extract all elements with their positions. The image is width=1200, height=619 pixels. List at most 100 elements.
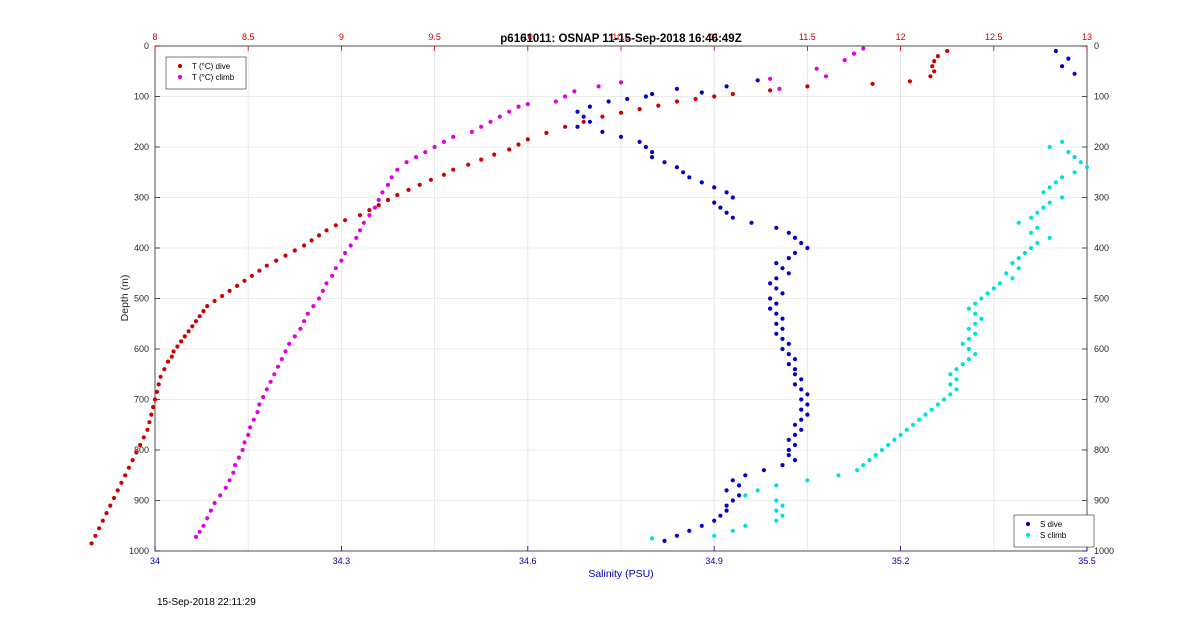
data-point bbox=[780, 463, 785, 468]
data-point bbox=[780, 503, 785, 508]
data-point bbox=[1066, 150, 1071, 155]
data-point bbox=[227, 478, 232, 483]
data-point bbox=[917, 417, 922, 422]
salinity-tick-label: 35.2 bbox=[892, 556, 910, 566]
data-point bbox=[234, 283, 240, 288]
data-point bbox=[1016, 266, 1021, 271]
legend-label: T (°C) climb bbox=[192, 73, 235, 82]
axis-ticks: 0 0 100 100 200 200 300 300 400 400 500 500 600 600 70… bbox=[129, 32, 1114, 566]
y-tick-label-left: 600 bbox=[134, 344, 149, 354]
data-point bbox=[451, 134, 456, 139]
data-point bbox=[693, 96, 698, 102]
data-point bbox=[130, 458, 135, 463]
data-point bbox=[553, 99, 558, 104]
legend-box bbox=[1013, 514, 1095, 548]
data-point bbox=[774, 508, 779, 513]
data-point bbox=[774, 286, 779, 291]
data-point bbox=[218, 493, 223, 498]
data-point bbox=[158, 374, 163, 379]
data-point bbox=[162, 367, 167, 372]
data-point bbox=[656, 103, 661, 108]
temperature-tick-label: 9.5 bbox=[428, 32, 441, 42]
data-point bbox=[948, 382, 953, 387]
data-point bbox=[1047, 200, 1052, 205]
data-point bbox=[724, 210, 729, 215]
data-point bbox=[339, 258, 344, 263]
data-point bbox=[395, 167, 400, 172]
data-point bbox=[786, 230, 791, 235]
data-point bbox=[255, 410, 260, 415]
data-point bbox=[115, 488, 120, 493]
data-point bbox=[89, 541, 94, 546]
data-point bbox=[805, 245, 810, 251]
data-point bbox=[223, 485, 228, 490]
data-point bbox=[618, 134, 624, 139]
y-tick-label-left: 1000 bbox=[129, 546, 149, 556]
data-point bbox=[681, 170, 686, 175]
data-point bbox=[780, 513, 785, 518]
y-tick-label-left: 200 bbox=[134, 142, 149, 152]
data-point bbox=[274, 258, 279, 263]
data-point bbox=[932, 69, 937, 74]
data-point bbox=[954, 387, 959, 392]
data-point bbox=[257, 402, 262, 407]
data-point bbox=[786, 362, 791, 367]
data-point bbox=[1016, 256, 1021, 261]
data-point bbox=[780, 266, 785, 271]
data-point bbox=[479, 157, 484, 162]
temperature-tick-label: 8.5 bbox=[242, 32, 255, 42]
data-point bbox=[492, 152, 497, 157]
data-point bbox=[197, 529, 202, 534]
data-point bbox=[1010, 261, 1015, 266]
data-point bbox=[104, 510, 109, 516]
legend-label: S climb bbox=[1040, 531, 1067, 540]
data-point bbox=[249, 273, 254, 278]
y-tick-label-left: 300 bbox=[134, 193, 149, 203]
data-point bbox=[572, 89, 577, 94]
data-point bbox=[242, 278, 247, 283]
data-point bbox=[973, 311, 978, 316]
data-point bbox=[1078, 160, 1083, 165]
data-point bbox=[724, 190, 729, 195]
data-point bbox=[973, 301, 978, 306]
data-point bbox=[205, 516, 210, 521]
data-point bbox=[516, 142, 521, 147]
data-point bbox=[792, 432, 798, 437]
salinity-tick-label: 34.9 bbox=[705, 556, 723, 566]
data-point bbox=[1047, 185, 1052, 190]
data-point bbox=[923, 412, 928, 417]
data-point bbox=[792, 382, 798, 387]
data-point bbox=[637, 139, 642, 144]
data-point bbox=[264, 263, 269, 268]
data-point bbox=[777, 86, 782, 91]
data-point bbox=[432, 144, 437, 150]
data-point bbox=[780, 316, 785, 321]
data-point bbox=[718, 513, 723, 518]
data-point bbox=[251, 417, 256, 422]
data-point bbox=[966, 306, 972, 311]
data-point bbox=[376, 197, 381, 203]
data-point bbox=[600, 129, 605, 134]
data-point bbox=[799, 387, 804, 392]
data-point bbox=[774, 276, 779, 281]
data-point bbox=[324, 228, 329, 233]
series-s-climb bbox=[650, 139, 1090, 541]
data-point bbox=[792, 250, 798, 256]
y-tick-label-left: 400 bbox=[134, 243, 149, 253]
data-point bbox=[954, 367, 959, 372]
data-point bbox=[507, 109, 512, 114]
data-point bbox=[587, 119, 593, 124]
data-point bbox=[1084, 165, 1090, 170]
data-point bbox=[292, 334, 297, 339]
data-point bbox=[1035, 225, 1040, 230]
data-point bbox=[190, 324, 195, 329]
legend-label: S dive bbox=[1040, 520, 1063, 529]
data-point bbox=[320, 288, 325, 293]
data-point bbox=[786, 341, 791, 346]
data-point bbox=[316, 296, 322, 301]
y-tick-label-right: 200 bbox=[1094, 142, 1109, 152]
y-tick-label-right: 900 bbox=[1094, 496, 1109, 506]
data-point bbox=[205, 304, 210, 309]
data-point bbox=[316, 233, 322, 238]
data-point bbox=[792, 357, 798, 362]
